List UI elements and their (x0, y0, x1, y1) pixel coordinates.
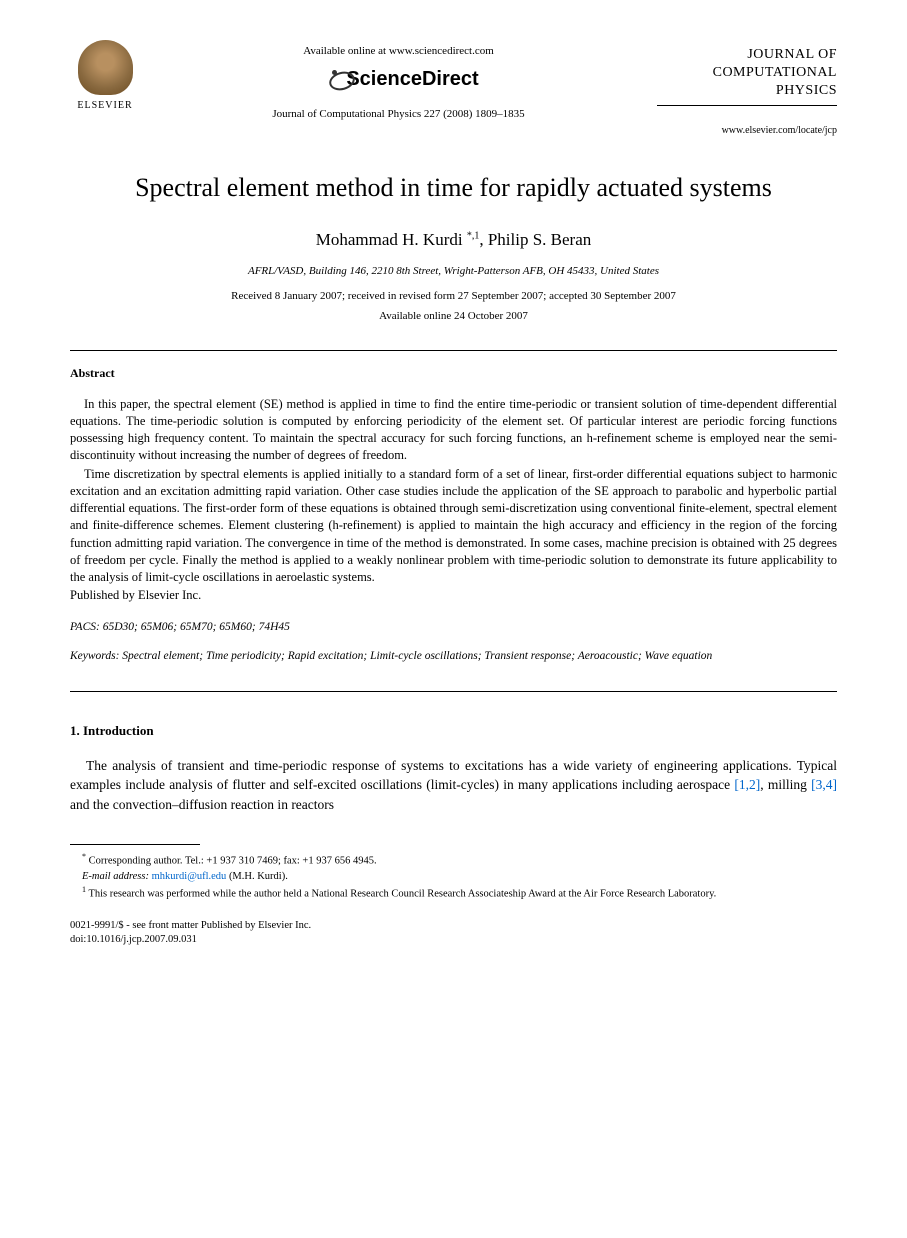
footnote-1-mark: 1 (82, 885, 86, 894)
abstract-paragraph-2: Time discretization by spectral elements… (70, 466, 837, 587)
doi-line: doi:10.1016/j.jcp.2007.09.031 (70, 933, 837, 947)
keywords-label: Keywords: (70, 650, 119, 662)
corresponding-author-text: Corresponding author. Tel.: +1 937 310 7… (89, 856, 377, 867)
dates-received: Received 8 January 2007; received in rev… (70, 289, 837, 304)
journal-title-line2: COMPUTATIONAL (657, 64, 837, 82)
email-label: E-mail address: (82, 871, 149, 882)
copyright-line-1: 0021-9991/$ - see front matter Published… (70, 919, 837, 933)
citation-link-3-4[interactable]: [3,4] (811, 777, 837, 792)
sciencedirect-orbit-icon (318, 68, 340, 90)
elsevier-logo: ELSEVIER (70, 40, 140, 113)
author-1: Mohammad H. Kurdi (316, 230, 463, 249)
publisher-name: ELSEVIER (70, 99, 140, 113)
journal-title-line1: JOURNAL OF (657, 46, 837, 64)
affiliation: AFRL/VASD, Building 146, 2210 8th Street… (70, 264, 837, 279)
introduction-paragraph-1: The analysis of transient and time-perio… (70, 756, 837, 815)
header-center: Available online at www.sciencedirect.co… (140, 40, 657, 123)
keywords-line: Keywords: Spectral element; Time periodi… (70, 649, 837, 665)
authors-line: Mohammad H. Kurdi *,1, Philip S. Beran (70, 228, 837, 252)
pacs-label: PACS: (70, 621, 100, 633)
available-online-text: Available online at www.sciencedirect.co… (140, 44, 657, 59)
footnote-email: E-mail address: mhkurdi@ufl.edu (M.H. Ku… (70, 870, 837, 885)
intro-text-1: The analysis of transient and time-perio… (70, 758, 837, 793)
journal-title-rule (657, 105, 837, 106)
copyright-block: 0021-9991/$ - see front matter Published… (70, 919, 837, 947)
intro-text-3: and the convection–diffusion reaction in… (70, 797, 334, 812)
footnote-rule (70, 844, 200, 845)
journal-title-line3: PHYSICS (657, 82, 837, 100)
dates-online: Available online 24 October 2007 (70, 309, 837, 324)
abstract-heading: Abstract (70, 365, 837, 382)
author-2: Philip S. Beran (488, 230, 591, 249)
sciencedirect-brand: ScienceDirect (140, 65, 657, 93)
elsevier-tree-icon (78, 40, 133, 95)
footnote-1: 1 This research was performed while the … (70, 884, 837, 902)
abstract-top-rule (70, 350, 837, 351)
abstract-bottom-rule (70, 691, 837, 692)
published-by: Published by Elsevier Inc. (70, 587, 837, 605)
journal-reference: Journal of Computational Physics 227 (20… (140, 107, 657, 122)
page-header: ELSEVIER Available online at www.science… (70, 40, 837, 138)
pacs-codes: 65D30; 65M06; 65M70; 65M60; 74H45 (103, 621, 290, 633)
introduction-heading: 1. Introduction (70, 722, 837, 740)
email-link[interactable]: mhkurdi@ufl.edu (152, 871, 227, 882)
sciencedirect-label: ScienceDirect (346, 65, 478, 93)
keywords-text: Spectral element; Time periodicity; Rapi… (122, 650, 712, 662)
journal-url[interactable]: www.elsevier.com/locate/jcp (657, 124, 837, 138)
footnote-star-mark: * (82, 852, 86, 861)
email-attribution: (M.H. Kurdi). (229, 871, 288, 882)
author-1-marks: *,1 (467, 230, 480, 241)
intro-text-2: , milling (760, 777, 811, 792)
pacs-line: PACS: 65D30; 65M06; 65M70; 65M60; 74H45 (70, 619, 837, 635)
journal-title-block: JOURNAL OF COMPUTATIONAL PHYSICS www.els… (657, 40, 837, 138)
footnote-1-text: This research was performed while the au… (88, 889, 716, 900)
abstract-paragraph-1: In this paper, the spectral element (SE)… (70, 396, 837, 465)
article-title: Spectral element method in time for rapi… (70, 170, 837, 206)
footnote-corresponding: * Corresponding author. Tel.: +1 937 310… (70, 851, 837, 869)
citation-link-1-2[interactable]: [1,2] (734, 777, 760, 792)
